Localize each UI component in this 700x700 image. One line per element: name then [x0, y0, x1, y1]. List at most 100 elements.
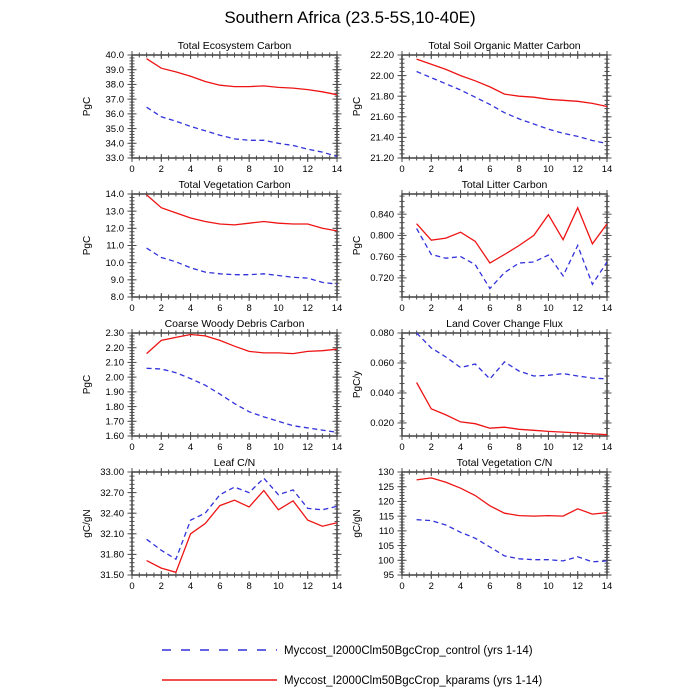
y-tick-label: 33.0	[106, 153, 125, 164]
y-tick-label: 12.0	[106, 224, 125, 235]
x-tick-label: 10	[273, 442, 284, 453]
x-tick-label: 4	[458, 581, 463, 592]
x-tick-label: 14	[332, 442, 343, 453]
y-axis-label: PgC	[82, 97, 93, 116]
y-tick-label: 13.0	[106, 206, 125, 217]
x-tick-label: 0	[129, 442, 134, 453]
y-tick-label: 0.720	[370, 273, 394, 284]
chart-panel-total-vegetation-carbon: Total Vegetation Carbon 0 2 4 6 8 10 12 14 8.0 9.0…	[0, 175, 350, 314]
y-tick-label: 8.0	[111, 292, 124, 303]
panel-title: Total Vegetation Carbon	[178, 179, 290, 191]
plot-frame	[131, 54, 338, 159]
panel-title: Coarse Woody Debris Carbon	[165, 318, 305, 330]
chart-canvas: Land Cover Change Flux 0 2 4 6 8 10 12 14 0.020 0.…	[352, 318, 612, 453]
y-tick-label: 22.20	[370, 50, 394, 61]
y-tick-label: 21.80	[370, 91, 394, 102]
panel-title: Total Soil Organic Matter Carbon	[428, 40, 580, 52]
x-tick-label: 0	[129, 303, 134, 314]
y-tick-label: 130	[378, 467, 394, 478]
x-tick-label: 10	[273, 303, 284, 314]
y-tick-label: 37.0	[106, 94, 125, 105]
plot-frame	[131, 193, 338, 298]
x-tick-label: 0	[129, 164, 134, 175]
series-line-control	[146, 247, 338, 285]
y-tick-label: 38.0	[106, 80, 125, 91]
chart-canvas: Total Ecosystem Carbon 0 2 4 6 8 10 12 14 33.0 34.…	[82, 40, 343, 175]
y-tick-label: 0.760	[370, 252, 394, 263]
x-tick-label: 6	[217, 303, 222, 314]
y-tick-label: 0.020	[370, 418, 394, 429]
x-tick-label: 8	[246, 303, 251, 314]
chart-canvas: Total Vegetation Carbon 0 2 4 6 8 10 12 14 8.0 9.0…	[82, 179, 342, 314]
series-line-control	[416, 228, 608, 290]
chart-panel-total-vegetation-c-n: Total Vegetation C/N 0 2 4 6 8 10 12 14 95 100 105 1…	[350, 453, 700, 592]
y-tick-label: 21.40	[370, 133, 394, 144]
x-tick-label: 2	[429, 303, 434, 314]
x-tick-label: 0	[399, 164, 404, 175]
x-tick-label: 14	[602, 164, 613, 175]
y-tick-label: 100	[378, 555, 394, 566]
x-tick-label: 12	[572, 581, 583, 592]
series-line-kparams	[416, 58, 608, 108]
y-tick-label: 34.0	[106, 138, 125, 149]
panel-title: Total Litter Carbon	[462, 179, 548, 191]
chart-panel-total-litter-carbon: Total Litter Carbon 0 2 4 6 8 10 12 14 0.720 0.760…	[350, 175, 700, 314]
plot-frame	[401, 54, 608, 159]
y-tick-label: 32.10	[100, 529, 124, 540]
x-tick-label: 2	[429, 581, 434, 592]
plot-frame	[131, 332, 338, 437]
y-tick-label: 9.0	[111, 275, 124, 286]
charts-grid: Total Ecosystem Carbon 0 2 4 6 8 10 12 14 33.0 34.…	[0, 36, 700, 592]
x-tick-label: 8	[246, 581, 251, 592]
plot-frame	[131, 471, 338, 576]
x-tick-label: 8	[246, 164, 251, 175]
y-tick-label: 11.0	[106, 241, 124, 252]
x-tick-label: 12	[572, 303, 583, 314]
legend: Myccost_I2000Clm50BgcCrop_control (yrs 1…	[0, 636, 700, 698]
x-tick-label: 4	[188, 303, 193, 314]
x-tick-label: 12	[302, 581, 313, 592]
x-tick-label: 4	[458, 303, 463, 314]
y-tick-label: 32.40	[100, 508, 124, 519]
y-tick-label: 31.80	[100, 550, 124, 561]
x-tick-label: 4	[458, 164, 463, 175]
x-tick-label: 6	[487, 581, 492, 592]
y-tick-label: 1.60	[106, 431, 125, 442]
x-tick-label: 12	[302, 303, 313, 314]
x-tick-label: 14	[332, 164, 343, 175]
legend-label-control: Myccost_I2000Clm50BgcCrop_control (yrs 1…	[284, 645, 533, 657]
y-tick-label: 14.0	[106, 189, 125, 200]
series-line-kparams	[416, 477, 608, 517]
series-line-kparams	[146, 489, 338, 574]
y-tick-label: 40.0	[106, 50, 125, 61]
x-tick-label: 6	[217, 442, 222, 453]
series-line-control	[146, 477, 338, 561]
x-tick-label: 6	[487, 164, 492, 175]
legend-label-kparams: Myccost_I2000Clm50BgcCrop_kparams (yrs 1…	[284, 675, 542, 687]
x-tick-label: 10	[273, 164, 284, 175]
y-tick-label: 125	[378, 482, 394, 493]
x-tick-label: 6	[217, 164, 222, 175]
x-tick-label: 6	[487, 442, 492, 453]
y-tick-label: 0.840	[370, 209, 394, 220]
x-tick-label: 10	[543, 442, 554, 453]
x-tick-label: 0	[399, 442, 404, 453]
x-tick-label: 4	[188, 164, 193, 175]
y-tick-label: 0.060	[370, 358, 394, 369]
x-tick-label: 14	[602, 303, 613, 314]
x-tick-label: 6	[487, 303, 492, 314]
y-tick-label: 10.0	[106, 258, 125, 269]
y-tick-label: 1.70	[106, 416, 125, 427]
x-tick-label: 0	[129, 581, 134, 592]
series-line-kparams	[416, 206, 608, 264]
chart-panel-total-soil-organic-matter-carbon: Total Soil Organic Matter Carbon 0 2 4 6 8 10 1…	[350, 36, 700, 175]
x-tick-label: 0	[399, 303, 404, 314]
y-tick-label: 0.040	[370, 388, 394, 399]
x-tick-label: 8	[516, 581, 521, 592]
y-axis-label: PgC	[82, 375, 93, 394]
y-axis-label: PgC	[82, 236, 93, 255]
y-tick-label: 33.00	[100, 467, 124, 478]
y-tick-label: 120	[378, 497, 394, 508]
y-tick-label: 36.0	[106, 109, 125, 120]
x-tick-label: 0	[399, 581, 404, 592]
